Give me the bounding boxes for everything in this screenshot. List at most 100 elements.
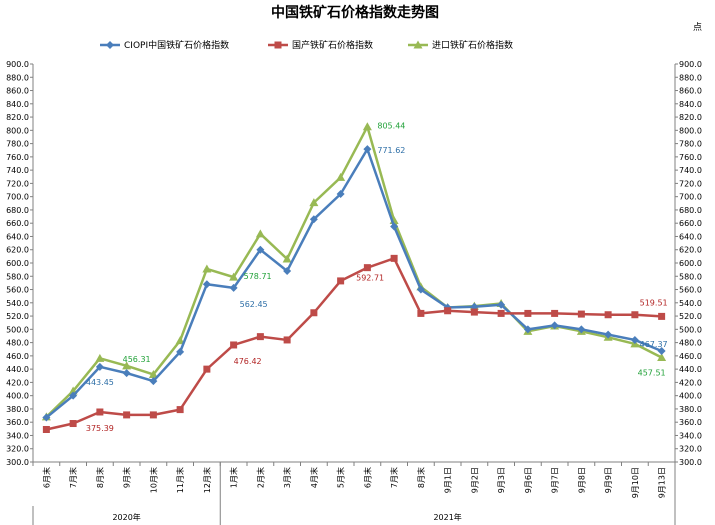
data-point <box>176 347 185 356</box>
data-point <box>444 307 452 315</box>
data-point <box>416 285 425 294</box>
x-tick-label: 1月末 <box>229 467 239 488</box>
unit-label: 点 <box>693 22 702 33</box>
data-label: 375.39 <box>86 424 114 433</box>
data-point <box>309 198 319 207</box>
data-point <box>202 280 211 289</box>
y-tick-label-right: 660.0 <box>679 219 702 228</box>
x-tick-label: 6月末 <box>362 467 372 488</box>
chart-title: 中国铁矿石价格指数走势图 <box>271 4 439 21</box>
x-tick-label: 7月末 <box>389 467 399 488</box>
y-tick-label-right: 620.0 <box>679 246 702 255</box>
data-point <box>42 425 50 433</box>
data-point <box>550 321 559 330</box>
y-tick-label-left: 520.0 <box>6 312 29 321</box>
y-tick-label-right: 460.0 <box>679 352 702 361</box>
data-label: 443.45 <box>86 378 114 387</box>
y-tick-label-left: 480.0 <box>6 339 29 348</box>
data-label: 519.51 <box>640 298 668 307</box>
data-point <box>417 309 425 317</box>
y-tick-label-left: 760.0 <box>6 153 29 162</box>
data-point <box>363 264 371 272</box>
y-tick-label-right: 800.0 <box>679 126 702 135</box>
series-line <box>45 147 663 419</box>
x-tick-label: 11月末 <box>175 467 185 493</box>
data-label: 457.51 <box>638 369 666 378</box>
data-point <box>122 361 132 370</box>
data-point <box>69 391 78 400</box>
data-point <box>630 335 639 344</box>
data-point <box>95 362 104 371</box>
data-point <box>631 311 639 319</box>
y-tick-label-left: 780.0 <box>6 140 29 149</box>
x-tick-label: 12月末 <box>202 467 212 493</box>
data-label: 805.44 <box>377 122 405 131</box>
x-tick-label: 8月末 <box>416 467 426 488</box>
y-tick-label-right: 740.0 <box>679 166 702 175</box>
data-point <box>123 411 131 419</box>
y-tick-label-left: 580.0 <box>6 272 29 281</box>
y-tick-label-right: 440.0 <box>679 365 702 374</box>
data-label: 578.71 <box>244 272 272 281</box>
data-point <box>523 325 532 334</box>
series-1 <box>42 254 666 433</box>
data-point <box>256 333 264 341</box>
x-tick-label: 5月末 <box>336 467 346 488</box>
x-tick-label: 6月末 <box>41 467 51 488</box>
data-point <box>390 222 399 231</box>
y-tick-label-left: 560.0 <box>6 286 29 295</box>
data-point <box>390 254 398 262</box>
data-label: 467.37 <box>640 340 668 349</box>
y-tick-label-right: 380.0 <box>679 405 702 414</box>
y-tick-label-left: 340.0 <box>6 431 29 440</box>
y-tick-label-right: 820.0 <box>679 113 702 122</box>
data-label: 562.45 <box>240 300 268 309</box>
y-tick-label-right: 760.0 <box>679 153 702 162</box>
data-point <box>175 336 185 345</box>
y-tick-label-left: 420.0 <box>6 378 29 387</box>
data-point <box>604 330 613 339</box>
x-tick-label: 9月10日 <box>631 467 640 498</box>
y-tick-label-right: 680.0 <box>679 206 702 215</box>
y-tick-label-left: 860.0 <box>6 87 29 96</box>
data-point <box>229 272 239 281</box>
x-tick-label: 8月末 <box>95 467 105 488</box>
y-tick-label-right: 720.0 <box>679 179 702 188</box>
y-tick-label-left: 800.0 <box>6 126 29 135</box>
y-tick-label-right: 540.0 <box>679 299 702 308</box>
y-tick-label-left: 300.0 <box>6 458 29 467</box>
y-tick-label-left: 900.0 <box>6 60 29 69</box>
data-point <box>176 406 184 414</box>
data-point <box>604 311 612 319</box>
data-point <box>657 353 667 362</box>
year-label: 2020年 <box>112 512 140 522</box>
data-label: 456.31 <box>123 355 151 364</box>
x-tick-label: 9月7日 <box>551 467 560 493</box>
data-point <box>69 420 77 428</box>
data-point <box>658 312 666 320</box>
y-tick-label-right: 340.0 <box>679 431 702 440</box>
data-point <box>470 308 478 316</box>
y-tick-label-right: 860.0 <box>679 87 702 96</box>
legend-label: 国产铁矿石价格指数 <box>292 39 373 51</box>
y-tick-label-left: 880.0 <box>6 73 29 82</box>
y-tick-label-left: 500.0 <box>6 325 29 334</box>
data-point <box>497 300 506 309</box>
y-tick-label-left: 700.0 <box>6 193 29 202</box>
data-point <box>413 40 423 49</box>
data-point <box>96 408 104 416</box>
data-point <box>122 369 131 378</box>
y-tick-label-left: 720.0 <box>6 179 29 188</box>
series-layer <box>41 122 667 433</box>
axes: 300.0 300.0 320.0 320.0 340.0 340.0 360.0 360.0… <box>6 60 702 525</box>
data-point <box>309 215 318 224</box>
legend: CIOPI中国铁矿石价格指数 国产铁矿石价格指数 进口铁矿石价格指数 <box>100 39 513 51</box>
y-tick-label-left: 840.0 <box>6 100 29 109</box>
data-point <box>230 341 238 349</box>
data-point <box>524 309 532 317</box>
data-label: 771.62 <box>377 146 405 155</box>
data-point <box>42 413 51 422</box>
data-point <box>149 411 157 419</box>
data-point <box>255 229 265 238</box>
